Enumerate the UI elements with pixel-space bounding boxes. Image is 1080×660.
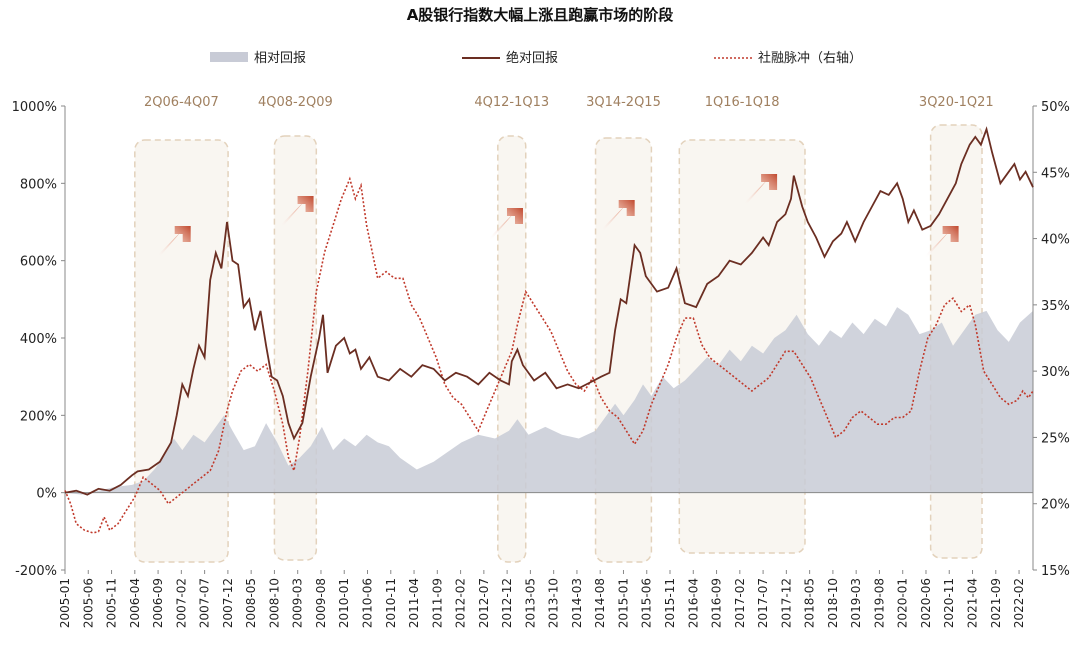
x-tick-label-32: 2018-05 — [803, 578, 817, 628]
y-right-tick-label-6: 45% — [1041, 166, 1070, 181]
up-arrow-icon — [279, 196, 314, 228]
axis-layer: -200% 0% 200% 400% 600% 800% 1000% 15% 20% 25% 30%… — [12, 100, 1070, 628]
x-tick-label-34: 2019-03 — [849, 578, 863, 628]
y-left-tick-label-0: -200% — [15, 564, 57, 579]
chart-title: A股银行指数大幅上涨且跑赢市场的阶段 — [407, 6, 674, 24]
up-arrow-icon — [156, 226, 191, 258]
up-arrow-icon — [924, 226, 959, 258]
y-left-tick-label-4: 600% — [20, 255, 57, 270]
phase-label-3: 3Q14-2Q15 — [586, 95, 661, 110]
x-tick-label-3: 2006-04 — [128, 578, 142, 628]
phase-arrow-2 — [488, 208, 523, 240]
arrow-layer — [156, 174, 959, 258]
y-left-tick-label-1: 0% — [36, 487, 57, 502]
legend-swatch-relative — [210, 52, 248, 62]
phase-arrow-3 — [600, 200, 635, 232]
x-tick-label-30: 2017-07 — [756, 578, 770, 628]
x-tick-label-6: 2007-07 — [198, 578, 212, 628]
x-tick-label-18: 2012-07 — [477, 578, 491, 628]
x-tick-label-21: 2013-10 — [547, 578, 561, 628]
x-tick-label-14: 2010-11 — [384, 578, 398, 628]
x-tick-label-16: 2011-09 — [430, 578, 444, 628]
x-tick-label-20: 2013-05 — [523, 578, 537, 628]
phase-box-0 — [134, 139, 229, 563]
y-right-tick-label-2: 25% — [1041, 431, 1070, 446]
x-tick-label-11: 2009-08 — [314, 578, 328, 628]
x-tick-label-1: 2005-06 — [81, 578, 95, 628]
up-arrow-icon — [743, 174, 778, 206]
phase-label-5: 3Q20-1Q21 — [919, 95, 994, 110]
x-tick-label-31: 2017-12 — [779, 578, 793, 628]
x-tick-label-4: 2006-09 — [151, 578, 165, 628]
x-tick-label-35: 2019-08 — [872, 578, 886, 628]
x-tick-label-33: 2018-10 — [826, 578, 840, 628]
y-right-tick-label-4: 35% — [1041, 299, 1070, 314]
x-tick-label-19: 2012-12 — [500, 578, 514, 628]
x-tick-label-40: 2021-09 — [989, 578, 1003, 628]
x-tick-label-23: 2014-08 — [593, 578, 607, 628]
x-tick-label-27: 2016-04 — [686, 578, 700, 628]
line-layer — [64, 126, 1034, 534]
series-relative-area — [65, 307, 1033, 495]
up-arrow-icon — [600, 200, 635, 232]
legend-label-absolute: 绝对回报 — [506, 50, 558, 66]
x-tick-label-24: 2015-01 — [616, 578, 630, 628]
y-right-tick-label-5: 40% — [1041, 233, 1070, 248]
x-tick-label-37: 2020-06 — [919, 578, 933, 628]
phase-label-2: 4Q12-1Q13 — [474, 95, 549, 110]
up-arrow-icon — [488, 208, 523, 240]
y-left-tick-label-3: 400% — [20, 332, 57, 347]
x-tick-label-8: 2008-05 — [244, 578, 258, 628]
legend-label-relative: 相对回报 — [254, 51, 306, 66]
series-absolute-line — [64, 126, 1034, 496]
x-tick-label-22: 2014-03 — [570, 578, 584, 628]
x-tick-label-17: 2012-02 — [454, 578, 468, 628]
y-left-tick-label-5: 800% — [20, 177, 57, 192]
y-left-tick-label-2: 200% — [20, 409, 57, 424]
x-tick-label-12: 2010-01 — [337, 578, 351, 628]
y-right-tick-label-1: 20% — [1041, 498, 1070, 513]
x-tick-label-38: 2020-11 — [942, 578, 956, 628]
phase-label-4: 1Q16-1Q18 — [705, 95, 780, 110]
area-layer — [65, 307, 1033, 495]
series-tsf-line — [64, 176, 1034, 534]
x-tick-label-13: 2010-06 — [361, 578, 375, 628]
x-tick-label-26: 2015-11 — [663, 578, 677, 628]
x-tick-label-10: 2009-03 — [291, 578, 305, 628]
x-tick-label-0: 2005-01 — [58, 578, 72, 628]
x-tick-label-29: 2017-02 — [733, 578, 747, 628]
y-right-tick-label-3: 30% — [1041, 365, 1070, 380]
phase-label-1: 4Q08-2Q09 — [258, 95, 333, 110]
y-right-tick-label-0: 15% — [1041, 564, 1070, 579]
y-left-tick-label-6: 1000% — [12, 100, 57, 115]
x-tick-label-41: 2022-02 — [1012, 578, 1026, 628]
phase-arrow-0 — [156, 226, 191, 258]
phase-arrow-1 — [279, 196, 314, 228]
phase-arrow-5 — [924, 226, 959, 258]
x-tick-label-5: 2007-02 — [174, 578, 188, 628]
phase-arrow-4 — [743, 174, 778, 206]
x-tick-label-25: 2015-06 — [640, 578, 654, 628]
x-tick-label-28: 2016-09 — [710, 578, 724, 628]
legend: 相对回报 绝对回报 社融脉冲（右轴） — [210, 50, 862, 66]
y-right-tick-label-7: 50% — [1041, 100, 1070, 115]
legend-label-tsf: 社融脉冲（右轴） — [758, 50, 862, 66]
x-tick-label-36: 2020-01 — [896, 578, 910, 628]
x-tick-label-2: 2005-11 — [105, 578, 119, 628]
x-tick-label-15: 2011-04 — [407, 578, 421, 628]
x-tick-label-39: 2021-04 — [966, 578, 980, 628]
x-tick-label-7: 2007-12 — [221, 578, 235, 628]
phase-label-0: 2Q06-4Q07 — [144, 95, 219, 110]
x-tick-label-9: 2008-10 — [267, 578, 281, 628]
